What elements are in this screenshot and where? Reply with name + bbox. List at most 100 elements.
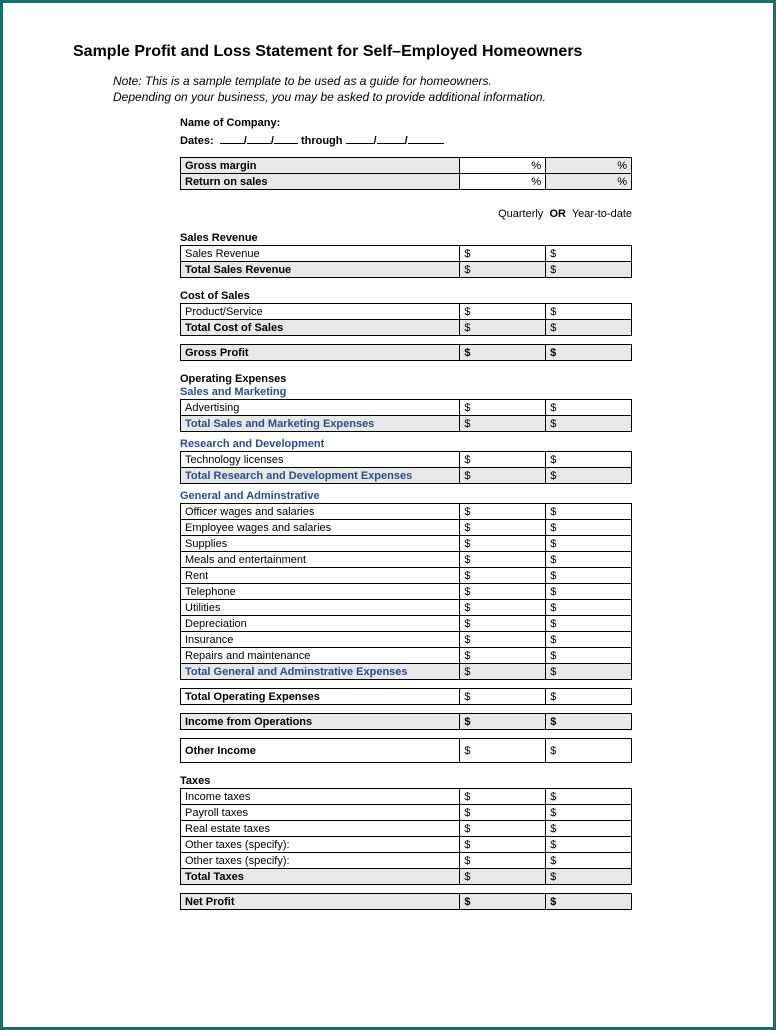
dollar-cell: $: [460, 568, 546, 584]
dollar-cell: $: [460, 689, 546, 705]
row-label: Meals and entertainment: [181, 552, 460, 568]
dollar-cell: $: [460, 400, 546, 416]
row-label: Real estate taxes: [181, 821, 460, 837]
dollar-cell: $: [546, 568, 632, 584]
table-row: Depreciation$$: [181, 616, 632, 632]
row-label: Total Operating Expenses: [181, 689, 460, 705]
dollar-cell: $: [460, 805, 546, 821]
page-frame: Sample Profit and Loss Statement for Sel…: [0, 0, 776, 1030]
dollar-cell: $: [546, 689, 632, 705]
table-row: Income taxes$$: [181, 789, 632, 805]
dollar-cell: $: [546, 246, 632, 262]
table-row: Return on sales % %: [181, 174, 632, 190]
net-profit-table: Net Profit $ $: [180, 893, 632, 910]
cost-of-sales-table: Product/Service $ $ Total Cost of Sales …: [180, 303, 632, 336]
table-row: Total Taxes $ $: [181, 869, 632, 885]
dollar-cell: $: [460, 345, 546, 361]
dollar-cell: $: [460, 632, 546, 648]
dollar-cell: $: [546, 805, 632, 821]
row-label: Other taxes (specify):: [181, 837, 460, 853]
table-row: Net Profit $ $: [181, 894, 632, 910]
table-row: Other taxes (specify):$$: [181, 853, 632, 869]
table-row: Total Research and Development Expenses …: [181, 468, 632, 484]
table-row: Other Income $ $: [181, 739, 632, 763]
table-row: Gross margin % %: [181, 158, 632, 174]
taxes-table: Income taxes$$Payroll taxes$$Real estate…: [180, 788, 632, 885]
dollar-cell: $: [460, 262, 546, 278]
row-label: Return on sales: [181, 174, 460, 190]
row-label: Income taxes: [181, 789, 460, 805]
dollar-cell: $: [460, 416, 546, 432]
note-line2: Depending on your business, you may be a…: [113, 90, 546, 104]
row-label: Payroll taxes: [181, 805, 460, 821]
dollar-cell: $: [546, 536, 632, 552]
table-row: Utilities$$: [181, 600, 632, 616]
table-row: Telephone$$: [181, 584, 632, 600]
table-row: Total Operating Expenses $ $: [181, 689, 632, 705]
row-label: Total Taxes: [181, 869, 460, 885]
table-row: Repairs and maintenance$$: [181, 648, 632, 664]
row-label: Other Income: [181, 739, 460, 763]
row-label: Total Sales Revenue: [181, 262, 460, 278]
form-content: Gross margin % % Return on sales % % Qua…: [180, 157, 632, 910]
taxes-header: Taxes: [180, 775, 632, 787]
row-label: Repairs and maintenance: [181, 648, 460, 664]
gross-profit-table: Gross Profit $ $: [180, 344, 632, 361]
table-row: Meals and entertainment$$: [181, 552, 632, 568]
dates-through: through: [301, 135, 343, 147]
row-label: Other taxes (specify):: [181, 853, 460, 869]
table-row: Advertising $ $: [181, 400, 632, 416]
row-label: Net Profit: [181, 894, 460, 910]
dollar-cell: $: [460, 600, 546, 616]
table-row: Supplies$$: [181, 536, 632, 552]
dollar-cell: $: [460, 536, 546, 552]
note-text: Note: This is a sample template to be us…: [73, 73, 703, 105]
table-row: Total Cost of Sales $ $: [181, 320, 632, 336]
table-row: Product/Service $ $: [181, 304, 632, 320]
dollar-cell: $: [546, 648, 632, 664]
dollar-cell: $: [546, 416, 632, 432]
cost-of-sales-header: Cost of Sales: [180, 290, 632, 302]
period-ytd: Year-to-date: [572, 208, 632, 220]
dollar-cell: $: [460, 664, 546, 680]
dollar-cell: $: [460, 837, 546, 853]
dollar-cell: $: [546, 504, 632, 520]
dollar-cell: $: [546, 632, 632, 648]
row-label: Technology licenses: [181, 452, 460, 468]
period-quarterly: Quarterly: [498, 208, 543, 220]
total-op-exp-table: Total Operating Expenses $ $: [180, 688, 632, 705]
dollar-cell: $: [546, 304, 632, 320]
dollar-cell: $: [460, 304, 546, 320]
ga-table: Officer wages and salaries$$Employee wag…: [180, 503, 632, 680]
row-label: Total Sales and Marketing Expenses: [181, 416, 460, 432]
company-name-label: Name of Company:: [180, 117, 703, 129]
period-or: OR: [549, 208, 566, 220]
dollar-cell: $: [460, 504, 546, 520]
sales-marketing-table: Advertising $ $ Total Sales and Marketin…: [180, 399, 632, 432]
row-label: Advertising: [181, 400, 460, 416]
period-header: Quarterly OR Year-to-date: [180, 208, 632, 220]
dollar-cell: $: [460, 616, 546, 632]
dollar-cell: $: [460, 648, 546, 664]
table-row: Total General and Adminstrative Expenses…: [181, 664, 632, 680]
dollar-cell: $: [460, 584, 546, 600]
dollar-cell: $: [460, 869, 546, 885]
dollar-cell: $: [546, 552, 632, 568]
dollar-cell: $: [460, 552, 546, 568]
dollar-cell: $: [546, 345, 632, 361]
dollar-cell: $: [546, 320, 632, 336]
other-income-table: Other Income $ $: [180, 738, 632, 763]
row-label: Total General and Adminstrative Expenses: [181, 664, 460, 680]
dollar-cell: $: [460, 452, 546, 468]
dollar-cell: $: [460, 520, 546, 536]
rd-header: Research and Development: [180, 438, 632, 450]
margins-table: Gross margin % % Return on sales % %: [180, 157, 632, 190]
row-label: Supplies: [181, 536, 460, 552]
table-row: Total Sales Revenue $ $: [181, 262, 632, 278]
row-label: Utilities: [181, 600, 460, 616]
dollar-cell: $: [546, 664, 632, 680]
row-label: Sales Revenue: [181, 246, 460, 262]
dollar-cell: $: [460, 714, 546, 730]
dollar-cell: $: [546, 616, 632, 632]
table-row: Sales Revenue $ $: [181, 246, 632, 262]
